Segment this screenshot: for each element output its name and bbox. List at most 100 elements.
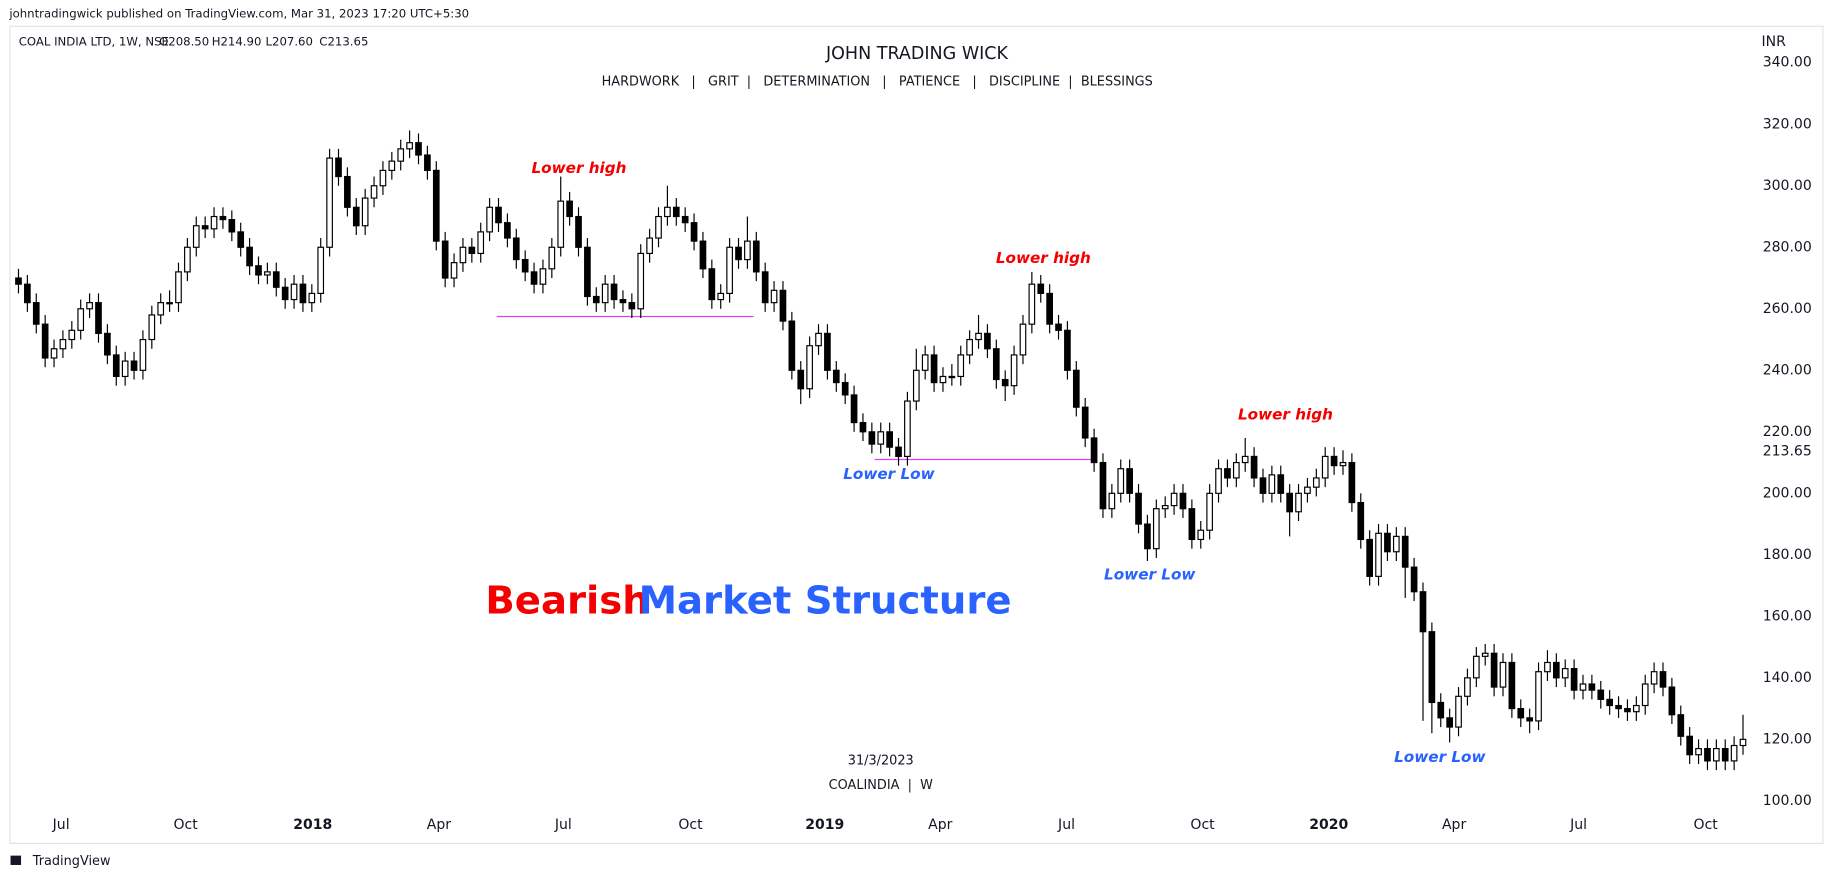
candle bbox=[735, 238, 742, 269]
candle-body bbox=[1348, 461, 1356, 504]
candle-body bbox=[1161, 505, 1169, 510]
candle bbox=[255, 256, 262, 285]
candle-body bbox=[317, 246, 325, 294]
candle bbox=[1499, 653, 1507, 697]
candle bbox=[139, 330, 147, 380]
candle-body bbox=[1410, 566, 1418, 593]
headline-text: Market Structure bbox=[639, 579, 1012, 624]
candle-body bbox=[628, 302, 636, 310]
candle-body bbox=[1544, 661, 1551, 673]
candle bbox=[761, 262, 769, 312]
candle bbox=[1410, 557, 1418, 601]
candle bbox=[788, 311, 796, 380]
candle bbox=[352, 198, 360, 235]
candle-body bbox=[761, 271, 769, 304]
candle-body bbox=[1232, 461, 1240, 479]
candle-body bbox=[610, 283, 618, 301]
candle bbox=[1028, 271, 1036, 334]
candle-body bbox=[77, 308, 85, 331]
candle-body bbox=[539, 268, 547, 285]
candle-body bbox=[1206, 492, 1213, 531]
candle-body bbox=[281, 286, 289, 301]
candle bbox=[646, 228, 653, 263]
candle bbox=[166, 290, 173, 312]
candle-body bbox=[175, 271, 182, 304]
candle bbox=[68, 321, 76, 349]
candle-body bbox=[1588, 683, 1596, 691]
candle-body bbox=[1517, 708, 1525, 719]
candle bbox=[966, 330, 973, 365]
candle-body bbox=[424, 154, 431, 171]
y-tick-label: 280.00 bbox=[1763, 239, 1812, 255]
candle-body bbox=[1064, 329, 1071, 371]
candle-body bbox=[1144, 523, 1151, 550]
candle-body bbox=[824, 332, 831, 371]
candle-body bbox=[1028, 283, 1036, 325]
candle-body bbox=[1472, 655, 1480, 679]
candle-body bbox=[744, 240, 751, 261]
footer: TradingView bbox=[32, 854, 111, 869]
candle-body bbox=[1535, 671, 1542, 722]
candle bbox=[708, 259, 716, 309]
candle-body bbox=[352, 206, 360, 227]
candle bbox=[281, 278, 289, 309]
candle-body bbox=[104, 332, 111, 356]
candle-body bbox=[637, 252, 645, 310]
candle-body bbox=[228, 219, 236, 233]
candle-body bbox=[1046, 292, 1053, 325]
candle-body bbox=[361, 197, 369, 227]
candle bbox=[681, 207, 689, 232]
candle-body bbox=[770, 289, 778, 304]
candle-body bbox=[699, 240, 707, 270]
candle bbox=[868, 422, 876, 454]
candle-body bbox=[157, 302, 165, 316]
candle-body bbox=[521, 258, 529, 273]
candle bbox=[1001, 370, 1009, 402]
candle-body bbox=[957, 354, 965, 378]
candle bbox=[1072, 361, 1080, 417]
candle-body bbox=[984, 332, 991, 350]
annotation: Lower high bbox=[1238, 405, 1333, 423]
candle bbox=[175, 262, 182, 312]
candle bbox=[388, 151, 396, 180]
candle-body bbox=[726, 246, 733, 294]
candle bbox=[246, 238, 253, 275]
candle-body bbox=[948, 375, 956, 379]
candle-body bbox=[895, 446, 902, 457]
candle bbox=[1526, 708, 1533, 734]
candle-body bbox=[388, 160, 396, 171]
candle-body bbox=[1624, 708, 1631, 713]
candle bbox=[477, 222, 485, 263]
candle-body bbox=[1010, 354, 1018, 387]
candle bbox=[1472, 647, 1480, 688]
candle-body bbox=[1659, 671, 1667, 688]
candle-body bbox=[1677, 714, 1685, 737]
candle bbox=[717, 284, 725, 309]
candle bbox=[370, 176, 378, 208]
candle-body bbox=[646, 237, 653, 255]
candle-body bbox=[672, 206, 680, 218]
candle-body bbox=[237, 231, 245, 248]
candle bbox=[637, 244, 645, 319]
candle-body bbox=[1099, 461, 1107, 510]
candle-body bbox=[1357, 501, 1365, 541]
candle bbox=[1224, 459, 1231, 488]
candle bbox=[815, 324, 822, 355]
candle bbox=[877, 422, 885, 454]
candle-body bbox=[859, 422, 867, 433]
candle-body bbox=[886, 431, 893, 448]
candle bbox=[1081, 397, 1089, 448]
candle-body bbox=[184, 246, 191, 273]
candle-body bbox=[1392, 535, 1400, 553]
candle bbox=[699, 231, 707, 279]
candle bbox=[1357, 493, 1365, 549]
candle-body bbox=[406, 142, 413, 150]
y-tick-label: 120.00 bbox=[1763, 731, 1812, 747]
candle bbox=[1561, 659, 1569, 688]
candle-body bbox=[15, 277, 22, 285]
candle bbox=[468, 238, 476, 263]
candle-body bbox=[1650, 671, 1658, 685]
candle-body bbox=[1286, 492, 1293, 513]
candle bbox=[1268, 465, 1276, 503]
watermark-symbol: COALINDIA | W bbox=[829, 778, 933, 793]
